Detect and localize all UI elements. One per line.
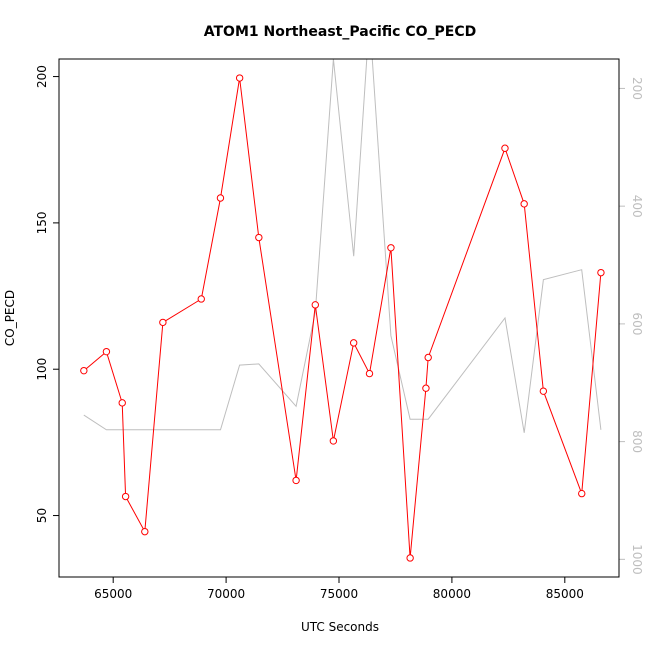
data-point [424, 353, 432, 362]
y2-tick-label: 1000 [630, 544, 644, 575]
data-point [141, 527, 149, 536]
data-point [216, 194, 225, 202]
data-point [197, 295, 205, 303]
data-point [422, 384, 430, 392]
data-point [578, 489, 586, 498]
y2-tick-label: 200 [630, 77, 644, 100]
series-layer [80, 59, 605, 562]
y-tick-label: 200 [35, 65, 49, 88]
data-point [501, 144, 509, 152]
data-point [159, 318, 167, 327]
data-point [118, 399, 126, 407]
y-tick-label: 50 [35, 508, 49, 523]
data-point [80, 366, 88, 375]
y-tick-label: 150 [35, 211, 49, 234]
data-point [311, 301, 319, 309]
data-point [329, 437, 338, 445]
x-axis-label: UTC Seconds [301, 620, 379, 634]
data-point [406, 554, 414, 562]
series-line-co-pecd [83, 77, 602, 559]
y2-tick-label: 400 [630, 195, 644, 218]
data-point [235, 74, 244, 82]
x-tick-label: 75000 [320, 587, 358, 601]
plot-frame [58, 58, 620, 578]
data-point [255, 233, 263, 242]
data-point [539, 387, 548, 395]
data-point [520, 200, 528, 208]
x-tick-label: 85000 [546, 587, 584, 601]
data-point [387, 244, 395, 252]
series-line-secondary [83, 59, 602, 433]
y-tick-label: 100 [35, 358, 49, 381]
x-tick-label: 65000 [94, 587, 132, 601]
x-tick-label: 70000 [207, 587, 245, 601]
chart-title: ATOM1 Northeast_Pacific CO_PECD [204, 24, 477, 40]
data-point [597, 268, 605, 277]
y2-tick-label: 800 [630, 430, 644, 453]
y2-tick-label: 600 [630, 312, 644, 335]
data-point [121, 492, 130, 501]
x-tick-label: 80000 [433, 587, 471, 601]
data-point [292, 476, 300, 485]
data-point [349, 339, 358, 347]
data-point [365, 369, 374, 378]
y-axis-label: CO_PECD [3, 290, 17, 346]
data-point [102, 347, 111, 356]
axes-layer: 65000 70000 75000 80000 85000 50 100 150 200 200 4… [35, 65, 644, 601]
